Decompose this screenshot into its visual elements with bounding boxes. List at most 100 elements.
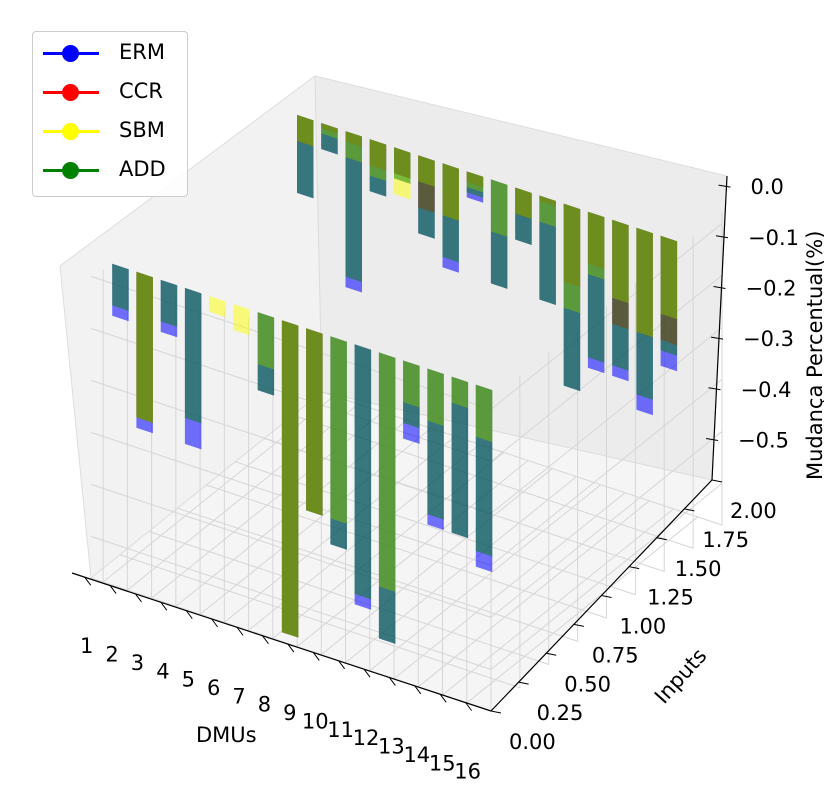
x-tick-label: 11 bbox=[327, 718, 354, 742]
y-tick-label: 1.25 bbox=[647, 586, 694, 610]
bar-add-input2-dmu-8 bbox=[466, 171, 484, 198]
bar-add-input1-dmu-1 bbox=[112, 263, 129, 311]
x-tick-mark bbox=[363, 668, 371, 678]
y-tick-label: 0.75 bbox=[592, 643, 639, 667]
legend-marker-erm bbox=[62, 45, 79, 62]
y-tick-mark bbox=[629, 566, 640, 570]
grid-line bbox=[177, 507, 578, 642]
bar-add-input1-dmu-13 bbox=[403, 360, 420, 429]
z-tick-label: 0.0 bbox=[751, 175, 784, 199]
x-tick-mark bbox=[84, 576, 92, 586]
grid-line bbox=[148, 531, 549, 665]
x-tick-label: 3 bbox=[131, 651, 144, 675]
x-tick-label: 7 bbox=[232, 684, 245, 708]
z-tick-label: −0.1 bbox=[748, 226, 799, 250]
legend: ERM CCR SBM ADD bbox=[32, 31, 188, 197]
bar-add-input2-dmu-9 bbox=[490, 179, 508, 289]
y-tick-mark bbox=[490, 710, 502, 714]
bar-add-input1-dmu-16 bbox=[475, 384, 493, 557]
bar-add-input1-dmu-8 bbox=[281, 320, 299, 638]
legend-item-sbm: SBM bbox=[41, 116, 191, 146]
legend-item-ccr: CCR bbox=[41, 77, 191, 107]
bar-add-input2-dmu-12 bbox=[563, 203, 581, 392]
z-axis-line bbox=[711, 175, 728, 481]
z-axis-label: Mudança Percentual(%) bbox=[803, 231, 824, 480]
x-tick-mark bbox=[414, 685, 422, 695]
x-tick-mark bbox=[211, 618, 219, 628]
bar-sbm-input1-dmu-5 bbox=[209, 296, 226, 318]
bar-add-input2-dmu-4 bbox=[369, 139, 387, 197]
grid-line bbox=[119, 554, 521, 689]
grid-line bbox=[90, 483, 723, 670]
z-tick-mark bbox=[708, 387, 721, 391]
y-tick-mark bbox=[546, 652, 557, 656]
y-tick-label: 0.00 bbox=[509, 730, 556, 754]
y-tick-label: 0.50 bbox=[564, 672, 611, 696]
x-tick-label: 4 bbox=[156, 659, 169, 683]
bar-add-input2-dmu-16 bbox=[660, 235, 678, 356]
x-tick-label: 1 bbox=[80, 634, 93, 658]
y-tick-label: 1.75 bbox=[702, 528, 749, 552]
y-tick-label: 1.00 bbox=[620, 615, 667, 639]
x-tick-mark bbox=[185, 610, 193, 619]
bar-add-input2-dmu-6 bbox=[418, 155, 435, 239]
bar-add-input1-dmu-2 bbox=[136, 271, 153, 423]
x-tick-label: 13 bbox=[378, 735, 405, 759]
bar-add-input1-dmu-10 bbox=[330, 336, 347, 550]
legend-label-erm: ERM bbox=[119, 40, 165, 64]
bar-add-input2-dmu-14 bbox=[612, 219, 629, 371]
x-tick-label: 16 bbox=[454, 760, 481, 784]
x-tick-label: 9 bbox=[283, 701, 296, 725]
x-tick-mark bbox=[135, 593, 142, 603]
x-tick-label: 14 bbox=[403, 743, 430, 767]
z-tick-label: −0.5 bbox=[738, 428, 789, 452]
x-tick-label: 10 bbox=[302, 709, 329, 733]
y-axis-label: Inputs bbox=[650, 644, 712, 709]
grid-line bbox=[90, 431, 723, 618]
legend-item-erm: ERM bbox=[41, 38, 191, 68]
y-tick-mark bbox=[656, 537, 667, 541]
legend-item-add: ADD bbox=[41, 155, 191, 185]
bar-add-input2-dmu-2 bbox=[321, 123, 338, 155]
bar-add-input1-dmu-9 bbox=[306, 328, 323, 516]
bar-add-input1-dmu-4 bbox=[184, 287, 202, 424]
bar-add-input2-dmu-15 bbox=[636, 227, 653, 400]
y-tick-label: 2.00 bbox=[730, 499, 777, 523]
x-tick-mark bbox=[389, 677, 396, 686]
y-tick-label: 0.25 bbox=[537, 701, 584, 725]
y-ticks: 0.00 0.25 0.50 0.75 1.00 1.25 1.50 1.75 2.00 bbox=[490, 479, 777, 754]
bar-add-input1-dmu-12 bbox=[378, 352, 396, 644]
bar-add-input1-dmu-7 bbox=[257, 312, 275, 396]
x-axis-label: DMUs bbox=[196, 723, 257, 747]
bar-sbm-input1-dmu-6 bbox=[233, 304, 250, 336]
x-tick-mark bbox=[338, 660, 346, 670]
bar-add-input2-dmu-13 bbox=[587, 211, 605, 363]
z-tick-label: −0.3 bbox=[743, 327, 794, 351]
x-tick-label: 15 bbox=[429, 751, 456, 775]
y-tick-mark bbox=[518, 681, 529, 685]
x-tick-mark bbox=[312, 652, 320, 661]
x-tick-mark bbox=[109, 585, 117, 594]
y-tick-mark bbox=[711, 479, 723, 483]
bar-add-input2-dmu-5 bbox=[394, 147, 411, 184]
bar-add-input1-dmu-11 bbox=[354, 344, 372, 600]
z-ticks: 0.0 −0.1 −0.2 −0.3 −0.4 −0.5 bbox=[705, 175, 799, 452]
z-tick-mark bbox=[713, 285, 726, 289]
bar-add-input2-dmu-11 bbox=[539, 195, 556, 305]
x-tick-mark bbox=[236, 627, 244, 636]
z-tick-mark bbox=[710, 336, 724, 340]
x-tick-mark bbox=[439, 693, 447, 703]
bar-add-input1-dmu-14 bbox=[427, 368, 444, 520]
y-tick-label: 1.50 bbox=[675, 557, 722, 581]
z-tick-label: −0.4 bbox=[741, 378, 792, 402]
z-tick-mark bbox=[715, 235, 729, 239]
legend-marker-ccr bbox=[62, 84, 79, 101]
y-tick-mark bbox=[573, 623, 584, 627]
y-tick-mark bbox=[601, 595, 612, 598]
z-tick-label: −0.2 bbox=[746, 276, 797, 300]
x-tick-label: 2 bbox=[105, 643, 118, 667]
x-tick-mark bbox=[160, 601, 168, 611]
bar-add-input2-dmu-3 bbox=[345, 131, 362, 283]
